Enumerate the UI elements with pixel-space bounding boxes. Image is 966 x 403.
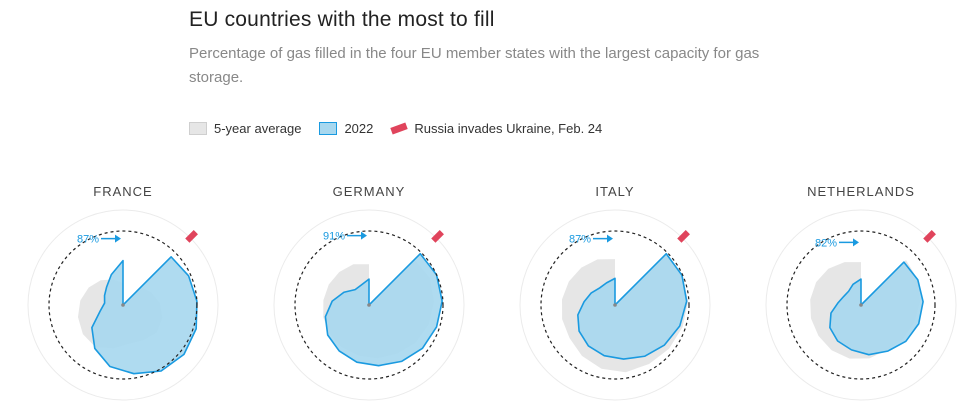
country-label: ITALY	[595, 184, 634, 199]
country-label: GERMANY	[333, 184, 406, 199]
legend-item-avg: 5-year average	[189, 121, 301, 136]
legend-label-invasion: Russia invades Ukraine, Feb. 24	[414, 121, 603, 136]
invasion-marker	[185, 230, 198, 243]
outer-ring	[519, 209, 711, 401]
target-ring	[294, 230, 444, 380]
center-dot	[367, 303, 371, 307]
country-label: FRANCE	[93, 184, 152, 199]
value-arrow-head	[115, 234, 121, 243]
center-dot	[859, 303, 863, 307]
value-label: 82%	[815, 237, 837, 249]
current-area	[829, 261, 924, 356]
legend-item-invasion: Russia invades Ukraine, Feb. 24	[390, 121, 603, 136]
current-area	[577, 252, 688, 360]
outer-ring	[765, 209, 957, 401]
value-label: 91%	[323, 231, 345, 243]
legend-label-avg: 5-year average	[214, 121, 302, 136]
target-ring	[786, 230, 936, 380]
outer-ring	[27, 209, 219, 401]
legend-swatch-invasion	[390, 122, 409, 135]
invasion-marker	[677, 230, 690, 243]
invasion-marker	[431, 230, 444, 243]
radial-chart-france: FRANCE 87%	[27, 184, 219, 401]
value-label: 87%	[77, 234, 99, 246]
legend-item-2022: 2022	[319, 121, 373, 136]
center-dot	[121, 303, 125, 307]
radial-chart-germany: GERMANY 91%	[273, 184, 465, 401]
legend-swatch-avg	[189, 122, 207, 135]
value-arrow-head	[853, 238, 859, 247]
radial-chart-italy: ITALY 87%	[519, 184, 711, 401]
current-area	[91, 256, 198, 375]
radial-chart-netherlands: NETHERLANDS 82%	[765, 184, 957, 401]
target-ring	[540, 230, 690, 380]
outer-ring	[273, 209, 465, 401]
invasion-marker	[923, 230, 936, 243]
target-ring	[48, 230, 198, 380]
value-label: 87%	[569, 234, 591, 246]
current-area	[324, 252, 443, 367]
chart-title: EU countries with the most to fill	[189, 8, 495, 31]
legend: 5-year average 2022 Russia invades Ukrai…	[189, 121, 620, 136]
chart-subtitle: Percentage of gas filled in the four EU …	[189, 45, 760, 86]
legend-label-2022: 2022	[344, 121, 374, 136]
legend-swatch-2022	[319, 122, 338, 135]
radial-charts: FRANCE 87% GERMANY 91% ITALY 87% NETHERLANDS 82…	[27, 184, 957, 401]
center-dot	[613, 303, 617, 307]
value-arrow-head	[361, 231, 367, 240]
country-label: NETHERLANDS	[807, 184, 915, 199]
value-arrow-head	[607, 234, 613, 243]
